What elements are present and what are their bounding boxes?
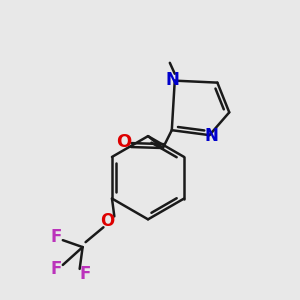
Text: N: N (205, 127, 218, 145)
Text: N: N (166, 71, 180, 89)
Text: F: F (50, 228, 61, 246)
Text: F: F (80, 265, 91, 283)
Text: O: O (117, 133, 132, 151)
Text: F: F (50, 260, 61, 278)
Text: O: O (100, 212, 115, 230)
